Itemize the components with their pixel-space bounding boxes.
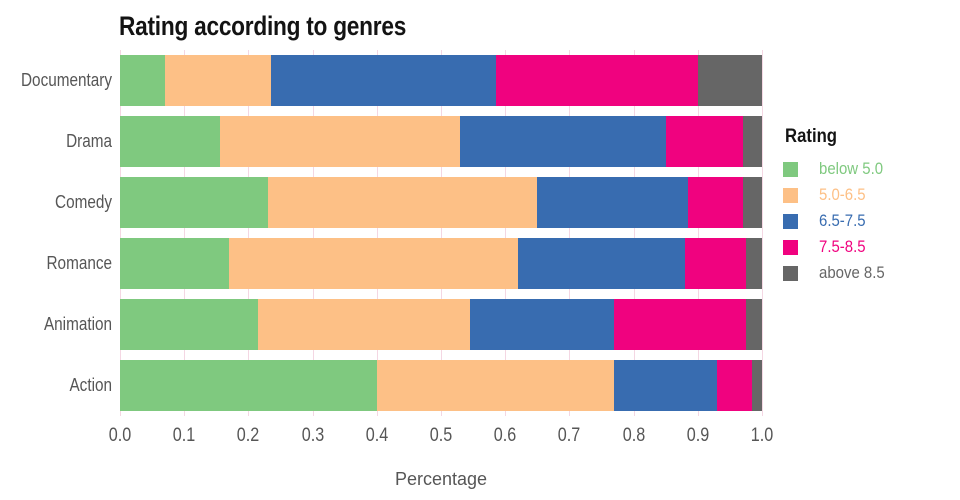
gridline-0.7: [569, 50, 571, 416]
legend-label-6-5-7-5: 6.5-7.5: [819, 211, 866, 230]
bar-segment-documentary-above-8-5: [697, 55, 762, 106]
y-axis-label-action: Action: [69, 374, 112, 395]
bar-segment-drama-above-8-5: [742, 116, 762, 167]
legend-item-below-5-0: below 5.0: [783, 156, 958, 182]
bar-segment-documentary-5-0-6-5: [164, 55, 271, 106]
bar-segment-romance-below-5-0: [120, 238, 230, 289]
legend-swatch-icon-below-5-0: [783, 161, 798, 177]
legend-swatch-icon-above-8-5: [783, 265, 798, 281]
x-tick-label-1.0: 1.0: [750, 425, 774, 446]
legend-label-below-5-0: below 5.0: [819, 159, 884, 178]
bar-segment-comedy-above-8-5: [742, 177, 762, 228]
gridline-1.0: [762, 50, 763, 416]
bar-segment-romance-above-8-5: [745, 238, 762, 289]
x-tick-label-0.4: 0.4: [365, 425, 389, 446]
legend-swatch-icon-5-0-6-5: [783, 187, 798, 203]
legend-swatch-icon-7-5-8-5: [783, 239, 798, 255]
y-axis-label-documentary: Documentary: [21, 69, 113, 90]
bar-segment-action-above-8-5: [752, 360, 762, 411]
bar-segment-drama-7-5-8-5: [665, 116, 743, 167]
legend-item-5-0-6-5: 5.0-6.5: [783, 182, 958, 208]
gridline-0.5: [441, 50, 442, 416]
plot-area: [120, 50, 763, 416]
y-axis-label-drama: Drama: [66, 130, 112, 151]
bar-segment-action-below-5-0: [120, 360, 377, 411]
bar-row-drama: [120, 116, 762, 167]
bar-segment-animation-above-8-5: [745, 299, 762, 350]
bar-segment-comedy-below-5-0: [120, 177, 268, 228]
bar-segment-animation-6-5-7-5: [469, 299, 615, 350]
bar-segment-drama-below-5-0: [120, 116, 220, 167]
bar-segment-animation-7-5-8-5: [614, 299, 746, 350]
y-axis-labels: Documentary Drama Comedy Romance Animation Ac…: [0, 0, 112, 500]
bar-row-documentary: [120, 55, 762, 106]
bar-row-action: [120, 360, 762, 411]
x-tick-label-0.3: 0.3: [301, 425, 324, 446]
legend-swatch-icon-6-5-7-5: [783, 213, 798, 229]
legend-label-5-0-6-5: 5.0-6.5: [819, 185, 866, 204]
bar-segment-comedy-6-5-7-5: [537, 177, 689, 228]
bars-layer: [120, 50, 762, 416]
legend-item-6-5-7-5: 6.5-7.5: [783, 208, 958, 234]
chart-title: Rating according to genres: [119, 11, 407, 41]
legend-items: below 5.0 5.0-6.5 6.5-7.5 7.5-8.5 above 8.5: [783, 156, 958, 286]
x-axis-ticks: 0.0 0.1 0.2 0.3 0.4 0.5 0.6 0.7 0.8 0.9 1.0: [109, 425, 773, 449]
x-tick-label-0.6: 0.6: [493, 425, 517, 446]
bar-segment-drama-6-5-7-5: [460, 116, 666, 167]
x-tick-label-0.7: 0.7: [558, 425, 581, 446]
x-tick-label-0.5: 0.5: [429, 425, 453, 446]
legend-item-above-8-5: above 8.5: [783, 260, 958, 286]
bar-segment-action-6-5-7-5: [614, 360, 718, 411]
gridline-0.8: [633, 50, 635, 416]
legend-title: Rating: [785, 126, 838, 147]
bar-segment-animation-below-5-0: [120, 299, 259, 350]
y-axis-label-comedy: Comedy: [55, 191, 112, 212]
bar-segment-romance-7-5-8-5: [684, 238, 746, 289]
bar-segment-comedy-5-0-6-5: [267, 177, 538, 228]
bar-segment-documentary-below-5-0: [120, 55, 165, 106]
gridline-0.6: [505, 50, 507, 416]
bar-segment-romance-6-5-7-5: [518, 238, 685, 289]
bar-row-animation: [120, 299, 762, 350]
x-tick-label-0.8: 0.8: [622, 425, 645, 446]
x-tick-label-0.2: 0.2: [237, 425, 260, 446]
gridline-0.9: [697, 50, 699, 416]
bar-segment-action-5-0-6-5: [376, 360, 615, 411]
bar-row-comedy: [120, 177, 762, 228]
bar-segment-romance-5-0-6-5: [229, 238, 519, 289]
gridline-0.2: [248, 50, 250, 416]
gridlines-layer: [120, 50, 763, 416]
y-axis-label-animation: Animation: [43, 313, 112, 334]
legend-label-above-8-5: above 8.5: [819, 263, 885, 282]
legend: Rating below 5.0 5.0-6.5 6.5-7.5 7.5-8.5 abo…: [783, 126, 958, 286]
gridline-0.0: [120, 50, 121, 416]
bar-segment-comedy-7-5-8-5: [688, 177, 743, 228]
legend-label-7-5-8-5: 7.5-8.5: [819, 237, 866, 256]
bar-segment-animation-5-0-6-5: [258, 299, 470, 350]
gridline-0.3: [312, 50, 314, 416]
x-tick-label-0.9: 0.9: [686, 425, 710, 446]
legend-item-7-5-8-5: 7.5-8.5: [783, 234, 958, 260]
bar-segment-drama-5-0-6-5: [219, 116, 461, 167]
gridline-0.4: [376, 50, 378, 416]
x-tick-label-0.0: 0.0: [108, 425, 132, 446]
x-axis-title: Percentage: [394, 469, 488, 489]
gridline-0.1: [184, 50, 186, 416]
bar-segment-documentary-6-5-7-5: [270, 55, 496, 106]
x-tick-label-0.1: 0.1: [172, 425, 196, 446]
y-axis-label-romance: Romance: [46, 252, 112, 273]
bar-segment-documentary-7-5-8-5: [495, 55, 698, 106]
bar-row-romance: [120, 238, 762, 289]
bar-segment-action-7-5-8-5: [717, 360, 753, 411]
